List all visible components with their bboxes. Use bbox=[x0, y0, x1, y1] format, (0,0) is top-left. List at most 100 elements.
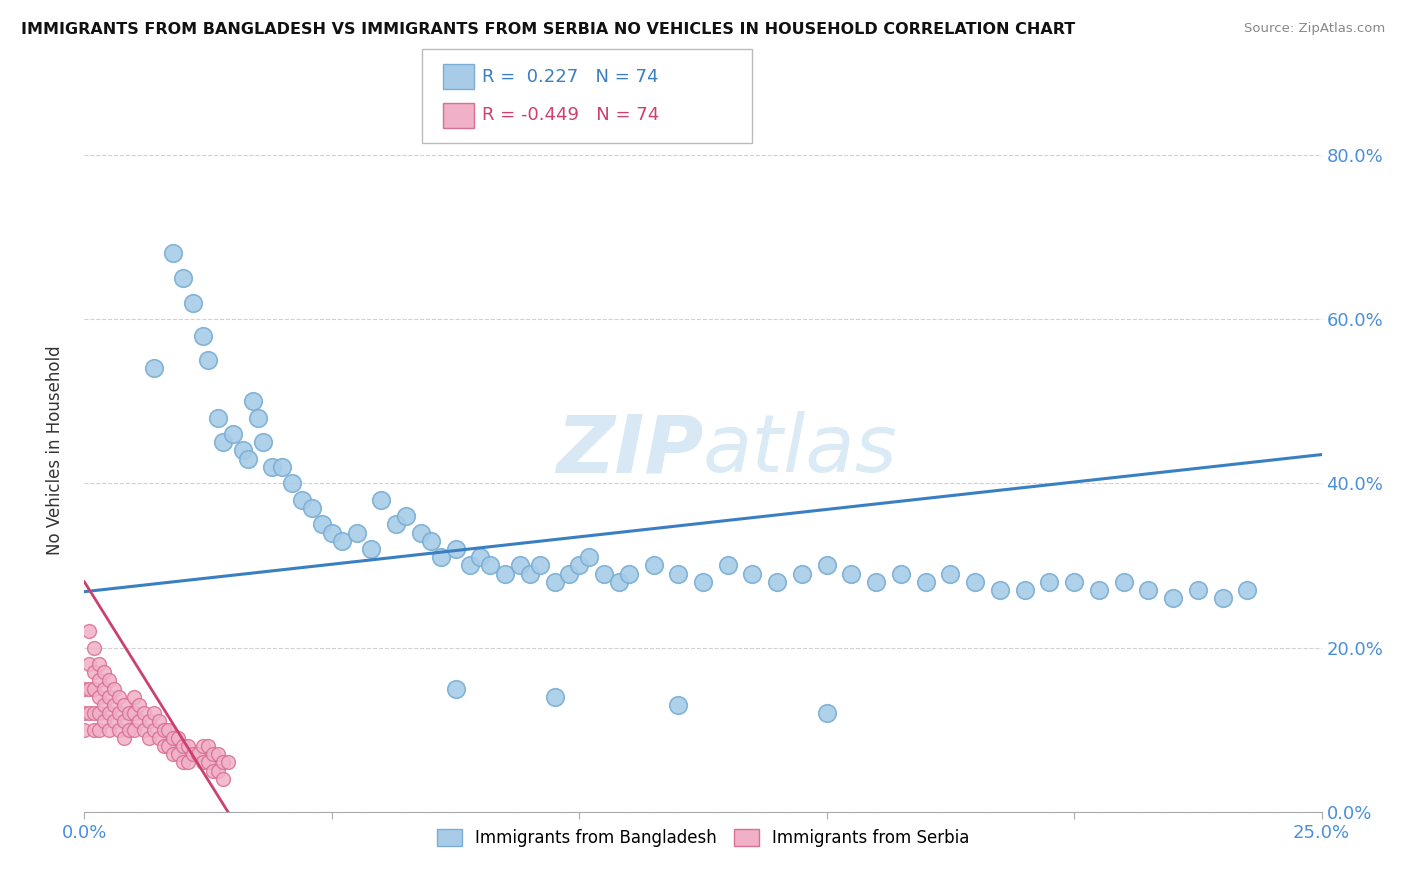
Point bbox=[593, 566, 616, 581]
Point bbox=[212, 772, 235, 786]
Point bbox=[988, 582, 1011, 597]
Point bbox=[128, 714, 150, 729]
Point bbox=[558, 566, 581, 581]
Point bbox=[242, 394, 264, 409]
Point bbox=[98, 673, 121, 688]
Point bbox=[83, 640, 105, 655]
Point bbox=[212, 435, 235, 450]
Point bbox=[301, 500, 323, 515]
Text: R = -0.449   N = 74: R = -0.449 N = 74 bbox=[482, 106, 659, 124]
Point bbox=[202, 747, 225, 762]
Point bbox=[1038, 574, 1060, 589]
Point bbox=[568, 558, 591, 573]
Point bbox=[93, 714, 115, 729]
Point bbox=[187, 747, 209, 762]
Point bbox=[321, 525, 343, 540]
Point bbox=[1187, 582, 1209, 597]
Point bbox=[122, 723, 145, 737]
Point bbox=[89, 723, 111, 737]
Point bbox=[162, 246, 184, 260]
Point bbox=[1236, 582, 1258, 597]
Point bbox=[83, 665, 105, 680]
Point bbox=[167, 747, 190, 762]
Point bbox=[202, 764, 225, 778]
Point bbox=[409, 525, 432, 540]
Point bbox=[142, 723, 165, 737]
Point bbox=[93, 681, 115, 696]
Point bbox=[543, 574, 565, 589]
Point bbox=[232, 443, 254, 458]
Point bbox=[152, 723, 174, 737]
Point bbox=[692, 574, 714, 589]
Point bbox=[197, 739, 219, 753]
Point bbox=[172, 271, 194, 285]
Point bbox=[108, 690, 131, 704]
Point bbox=[330, 533, 353, 548]
Point bbox=[1088, 582, 1111, 597]
Point bbox=[79, 657, 101, 671]
Point bbox=[395, 509, 418, 524]
Point bbox=[236, 451, 259, 466]
Point bbox=[460, 558, 482, 573]
Point bbox=[138, 731, 160, 745]
Point bbox=[1112, 574, 1135, 589]
Point bbox=[865, 574, 887, 589]
Point bbox=[89, 673, 111, 688]
Point bbox=[112, 714, 135, 729]
Point bbox=[191, 739, 214, 753]
Point bbox=[766, 574, 789, 589]
Point bbox=[157, 723, 180, 737]
Point bbox=[262, 459, 284, 474]
Point bbox=[191, 756, 214, 770]
Point bbox=[222, 427, 245, 442]
Point bbox=[939, 566, 962, 581]
Point bbox=[128, 698, 150, 712]
Point bbox=[271, 459, 294, 474]
Point bbox=[617, 566, 640, 581]
Point bbox=[666, 566, 689, 581]
Point bbox=[191, 328, 214, 343]
Point bbox=[529, 558, 551, 573]
Point bbox=[197, 353, 219, 368]
Point bbox=[181, 747, 204, 762]
Point bbox=[360, 541, 382, 556]
Point bbox=[914, 574, 936, 589]
Point bbox=[578, 550, 600, 565]
Point bbox=[83, 723, 105, 737]
Point bbox=[79, 624, 101, 639]
Point bbox=[89, 690, 111, 704]
Point bbox=[965, 574, 987, 589]
Point bbox=[643, 558, 665, 573]
Point bbox=[112, 731, 135, 745]
Point bbox=[291, 492, 314, 507]
Point bbox=[118, 723, 141, 737]
Point bbox=[83, 706, 105, 721]
Point bbox=[207, 747, 229, 762]
Y-axis label: No Vehicles in Household: No Vehicles in Household bbox=[45, 345, 63, 556]
Point bbox=[1137, 582, 1160, 597]
Point bbox=[509, 558, 531, 573]
Point bbox=[841, 566, 863, 581]
Point bbox=[108, 706, 131, 721]
Point bbox=[815, 706, 838, 721]
Point bbox=[890, 566, 912, 581]
Point bbox=[177, 756, 200, 770]
Point bbox=[157, 739, 180, 753]
Text: IMMIGRANTS FROM BANGLADESH VS IMMIGRANTS FROM SERBIA NO VEHICLES IN HOUSEHOLD CO: IMMIGRANTS FROM BANGLADESH VS IMMIGRANTS… bbox=[21, 22, 1076, 37]
Point bbox=[666, 698, 689, 712]
Text: atlas: atlas bbox=[703, 411, 898, 490]
Point bbox=[370, 492, 392, 507]
Point bbox=[112, 698, 135, 712]
Point bbox=[1161, 591, 1184, 606]
Point bbox=[741, 566, 763, 581]
Point bbox=[177, 739, 200, 753]
Point bbox=[79, 706, 101, 721]
Point bbox=[162, 747, 184, 762]
Point bbox=[172, 756, 194, 770]
Point bbox=[83, 681, 105, 696]
Point bbox=[132, 706, 155, 721]
Point bbox=[132, 723, 155, 737]
Point bbox=[543, 690, 565, 704]
Point bbox=[122, 690, 145, 704]
Point bbox=[790, 566, 813, 581]
